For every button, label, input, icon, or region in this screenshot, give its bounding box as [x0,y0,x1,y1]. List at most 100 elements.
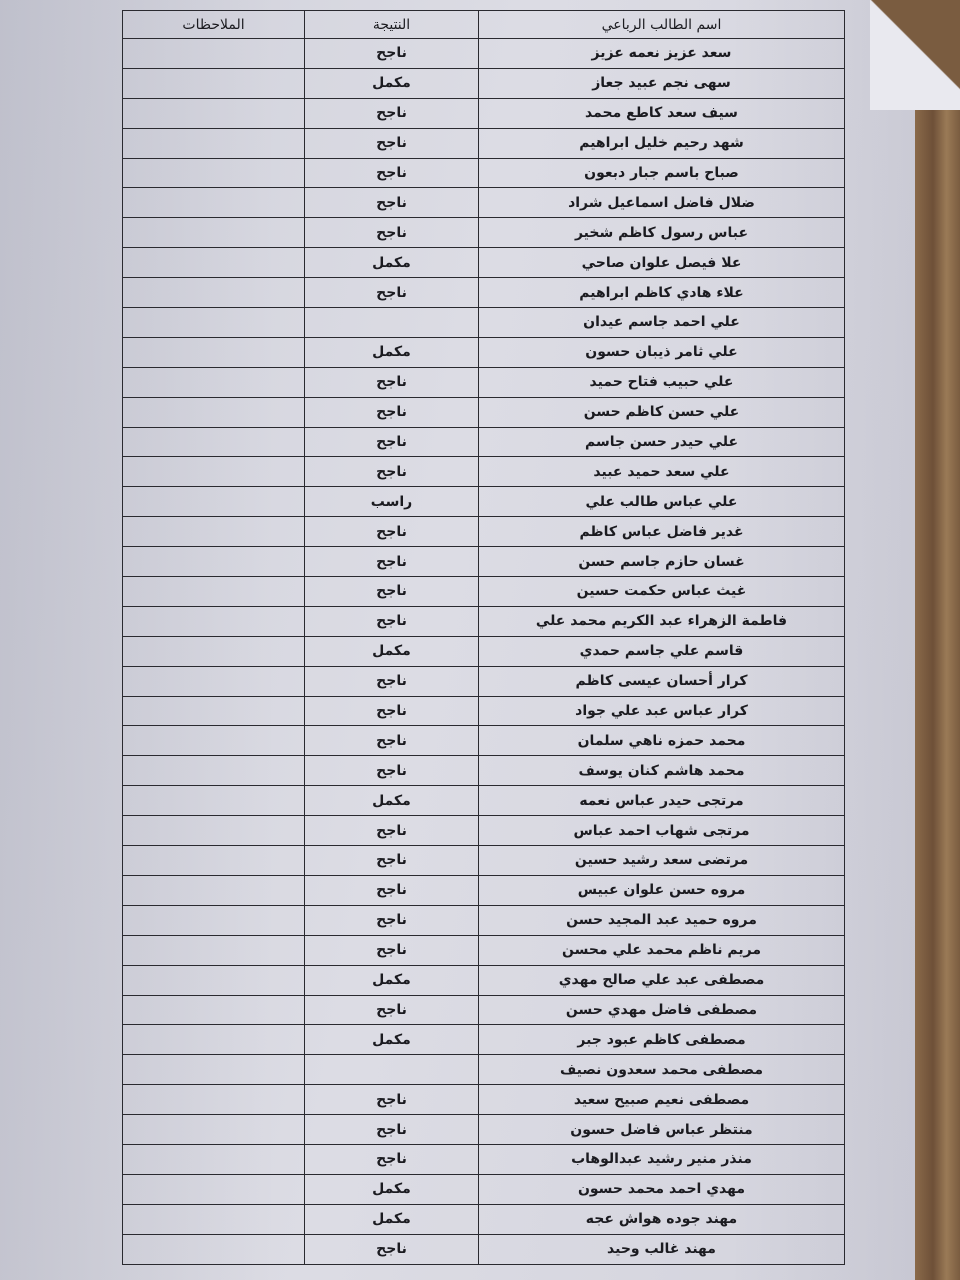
notes [122,635,305,667]
results-table: اسم الطالب الرباعي النتيجة الملاحظات سعد ع… [122,10,845,1265]
result: ناجح [304,605,479,637]
notes [122,277,305,309]
student-name: علاء هادي كاظم ابراهيم [478,277,845,309]
notes [122,665,305,697]
student-name: علي احمد جاسم عيدان [478,307,845,338]
result [304,307,479,338]
student-name: مهدي احمد محمد حسون [478,1173,845,1205]
student-row: مصطفى نعيم صبيح سعيد ناجح [122,1084,845,1116]
student-row: شهد رحيم خليل ابراهيم ناجح [122,127,845,159]
student-row: غيث عباس حكمت حسين ناجح [122,576,845,607]
notes [122,366,305,398]
student-name: علا فيصل علوان صاحي [478,247,845,279]
notes [122,1024,305,1056]
student-row: مصطفى عبد علي صالح مهدي مكمل [122,964,845,996]
notes [122,845,305,876]
result: ناجح [304,695,479,727]
notes [122,1143,305,1175]
student-name: علي عباس طالب علي [478,486,845,518]
student-name: كرار أحسان عيسى كاظم [478,665,845,697]
student-name: مصطفى فاضل مهدي حسن [478,994,845,1026]
notes [122,247,305,279]
student-name: مصطفى عبد علي صالح مهدي [478,964,845,996]
result: مكمل [304,247,479,279]
notes [122,516,305,548]
notes [122,1173,305,1205]
student-row: كرار عباس عبد علي جواد ناجح [122,695,845,727]
student-name: صباح باسم جبار دبعون [478,157,845,189]
student-row: مروه حميد عبد المجيد حسن ناجح [122,904,845,936]
student-row: مصطفى كاظم عبود جبر مكمل [122,1024,845,1056]
notes [122,934,305,966]
result: مكمل [304,635,479,667]
notes [122,994,305,1026]
student-name: ضلال فاضل اسماعيل شراد [478,187,845,219]
result: ناجح [304,546,479,578]
notes [122,1054,305,1086]
student-name: غيث عباس حكمت حسين [478,576,845,607]
student-name: مصطفى كاظم عبود جبر [478,1024,845,1056]
notes [122,815,305,847]
student-name: علي حيدر حسن جاسم [478,426,845,458]
student-row: غدير فاضل عباس كاظم ناجح [122,516,845,548]
student-name: سهى نجم عبيد جعاز [478,67,845,99]
result: ناجح [304,277,479,309]
notes [122,964,305,996]
student-name: علي ثامر ذيبان حسون [478,336,845,368]
student-row: ضلال فاضل اسماعيل شراد ناجح [122,187,845,219]
result: ناجح [304,217,479,249]
result: مكمل [304,964,479,996]
student-row: مصطفى محمد سعدون نصيف [122,1054,845,1086]
student-name: غدير فاضل عباس كاظم [478,516,845,548]
result: ناجح [304,665,479,697]
notes [122,187,305,219]
name-header: اسم الطالب الرباعي [478,10,845,39]
student-row: غسان حازم جاسم حسن ناجح [122,546,845,578]
student-row: منذر منير رشيد عبدالوهاب ناجح [122,1143,845,1175]
result: ناجح [304,934,479,966]
notes [122,217,305,249]
student-name: مريم ناظم محمد علي محسن [478,934,845,966]
result: مكمل [304,67,479,99]
student-row: مصطفى فاضل مهدي حسن ناجح [122,994,845,1026]
student-name: محمد حمزه ناهي سلمان [478,725,845,757]
student-row: علا فيصل علوان صاحي مكمل [122,247,845,279]
student-row: علي سعد حميد عبيد ناجح [122,456,845,488]
notes [122,755,305,787]
student-row: علي احمد جاسم عيدان [122,307,845,338]
student-row: قاسم علي جاسم حمدي مكمل [122,635,845,667]
result: ناجح [304,576,479,607]
result: ناجح [304,396,479,428]
student-row: علي عباس طالب علي راسب [122,486,845,518]
notes [122,67,305,99]
notes [122,546,305,578]
student-name: عباس رسول كاظم شخير [478,217,845,249]
notes [122,1233,305,1265]
notes [122,1203,305,1235]
notes [122,336,305,368]
student-row: علي حسن كاظم حسن ناجح [122,396,845,428]
student-row: علي ثامر ذيبان حسون مكمل [122,336,845,368]
result: ناجح [304,38,479,69]
student-row: محمد حمزه ناهي سلمان ناجح [122,725,845,757]
student-name: علي سعد حميد عبيد [478,456,845,488]
result: ناجح [304,1084,479,1116]
student-row: فاطمة الزهراء عبد الكريم محمد علي ناجح [122,605,845,637]
student-row: علي حيدر حسن جاسم ناجح [122,426,845,458]
student-name: فاطمة الزهراء عبد الكريم محمد علي [478,605,845,637]
student-name: مرتجى حيدر عباس نعمه [478,785,845,817]
student-row: صباح باسم جبار دبعون ناجح [122,157,845,189]
student-row: مهدي احمد محمد حسون مكمل [122,1173,845,1205]
student-row: مروه حسن علوان عبيس ناجح [122,874,845,906]
result: ناجح [304,366,479,398]
result: ناجح [304,1143,479,1175]
result: مكمل [304,785,479,817]
notes [122,695,305,727]
notes [122,97,305,129]
student-row: سهى نجم عبيد جعاز مكمل [122,67,845,99]
result: ناجح [304,127,479,159]
student-name: علي حسن كاظم حسن [478,396,845,428]
result: ناجح [304,1114,479,1145]
student-row: مرتجى حيدر عباس نعمه مكمل [122,785,845,817]
